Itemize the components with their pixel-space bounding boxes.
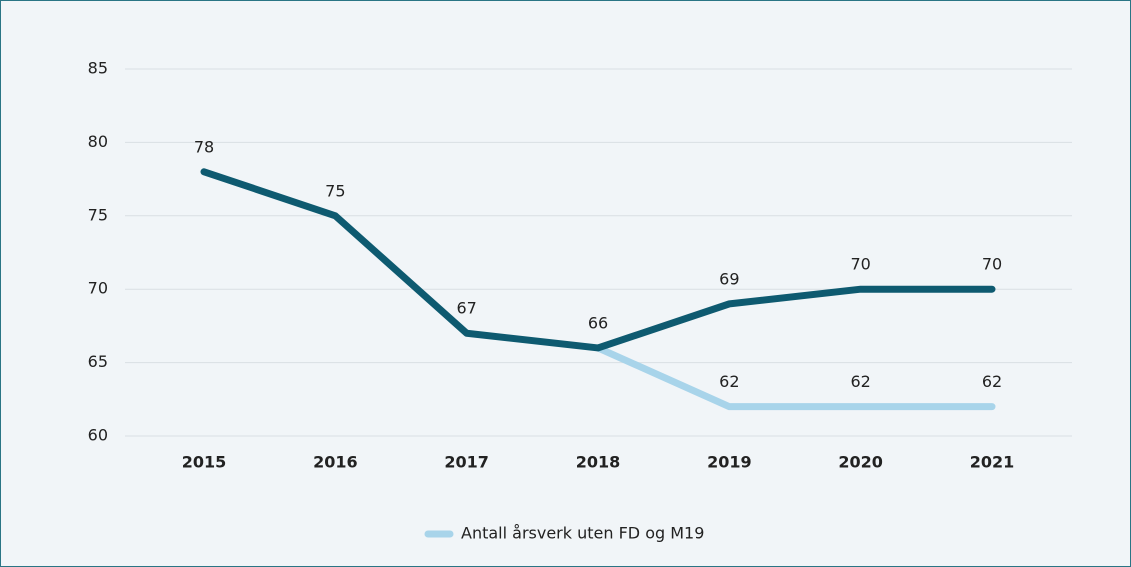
legend-label: Antall årsverk uten FD og M19 (461, 524, 704, 543)
x-tick-label: 2019 (707, 453, 752, 472)
data-label: 66 (588, 313, 608, 332)
data-label: 70 (850, 255, 870, 274)
data-label: 70 (982, 255, 1002, 274)
data-label: 69 (719, 269, 739, 288)
data-label: 62 (719, 372, 739, 391)
data-label: 67 (456, 299, 476, 318)
y-tick-label: 80 (88, 132, 108, 151)
series-line (594, 344, 996, 411)
data-label: 75 (325, 181, 345, 200)
x-tick-label: 2015 (182, 453, 227, 472)
x-tick-label: 2021 (970, 453, 1015, 472)
y-tick-label: 70 (88, 279, 108, 298)
y-tick-label: 60 (88, 426, 108, 445)
data-label: 62 (982, 372, 1002, 391)
y-tick-label: 75 (88, 205, 108, 224)
x-tick-label: 2020 (838, 453, 883, 472)
x-tick-label: 2017 (444, 453, 489, 472)
x-tick-label: 2018 (576, 453, 621, 472)
data-label: 78 (194, 137, 214, 156)
data-label: 62 (850, 372, 870, 391)
x-tick-label: 2016 (313, 453, 358, 472)
series-line (200, 168, 996, 352)
y-tick-label: 85 (88, 59, 108, 78)
y-tick-label: 65 (88, 352, 108, 371)
